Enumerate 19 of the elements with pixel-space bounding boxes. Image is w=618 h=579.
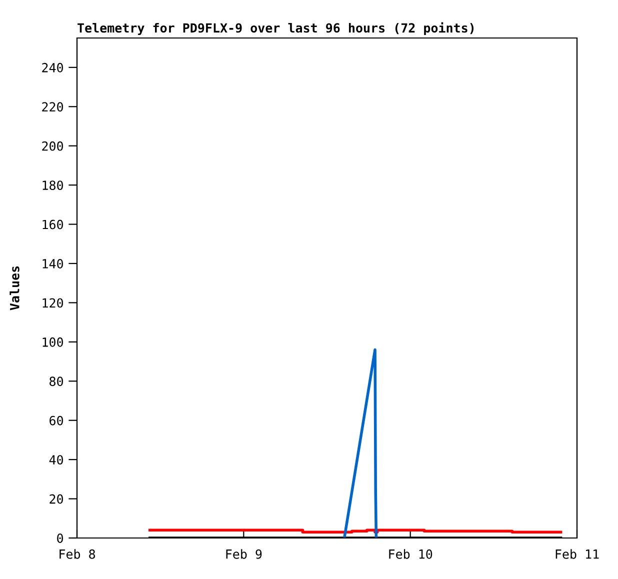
x-tick-label: Feb 8 <box>60 549 96 559</box>
y-tick-label: 80 <box>50 376 63 386</box>
y-tick-label: 20 <box>50 494 63 504</box>
y-tick-label: 60 <box>50 416 63 426</box>
x-tick-label: Feb 9 <box>226 549 262 559</box>
y-tick-label: 0 <box>57 534 63 543</box>
y-tick-label: 120 <box>42 298 63 308</box>
x-tick-label: Feb 11 <box>556 549 599 559</box>
chart-title: Telemetry for PD9FLX-9 over last 96 hours (72 points) <box>78 22 474 36</box>
y-axis-title: Values <box>10 266 20 310</box>
y-tick-label: 220 <box>42 102 63 112</box>
y-tick-label: 180 <box>42 180 63 190</box>
y-tick-label: 100 <box>42 337 63 347</box>
y-tick-label: 200 <box>42 141 63 151</box>
y-tick-label: 140 <box>42 258 63 268</box>
y-tick-label: 40 <box>49 455 63 465</box>
x-tick-label: Feb 10 <box>389 549 432 559</box>
y-tick-label: 240 <box>42 62 63 72</box>
y-tick-label: 160 <box>42 220 63 230</box>
